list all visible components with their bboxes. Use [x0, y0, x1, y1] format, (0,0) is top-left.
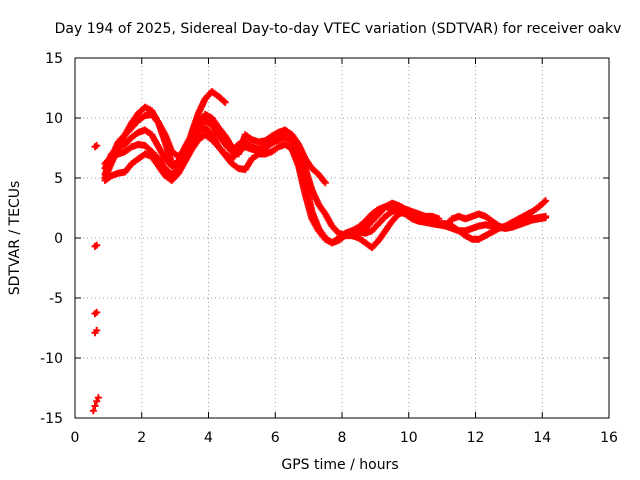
x-tick-label: 12 [467, 430, 485, 446]
x-tick-label: 14 [533, 430, 551, 446]
y-tick-labels: -15 -10 -5 0 5 10 15 [40, 51, 63, 427]
y-tick-label: 5 [54, 171, 63, 187]
x-tick-label: 0 [71, 430, 80, 446]
axis-ticks [74, 57, 610, 419]
data-point [91, 402, 99, 410]
y-tick-label: -15 [40, 411, 63, 427]
x-tick-label: 10 [400, 430, 418, 446]
x-tick-label: 4 [204, 430, 213, 446]
x-tick-label: 6 [271, 430, 280, 446]
y-tick-label: -5 [49, 291, 63, 307]
data-point [542, 197, 550, 205]
data-point [93, 308, 101, 316]
x-tick-label: 16 [600, 430, 618, 446]
chart-title: Day 194 of 2025, Sidereal Day-to-day VTE… [55, 21, 622, 37]
x-tick-label: 2 [137, 430, 146, 446]
data-point [94, 394, 102, 402]
y-tick-label: 15 [45, 51, 63, 67]
data-point [542, 214, 550, 222]
y-tick-label: 10 [45, 111, 63, 127]
data-point [93, 326, 101, 334]
data-points [89, 88, 550, 415]
x-axis-label: GPS time / hours [281, 457, 398, 473]
data-point [221, 98, 229, 106]
data-point [93, 241, 101, 249]
y-axis-label: SDTVAR / TECUs [7, 181, 23, 296]
data-point [93, 142, 101, 150]
y-tick-label: 0 [54, 231, 63, 247]
data-point [89, 407, 97, 415]
x-tick-label: 8 [338, 430, 347, 446]
data-point [93, 397, 101, 405]
data-point [321, 179, 329, 187]
x-tick-labels: 0 2 4 6 8 10 12 14 16 [71, 430, 618, 446]
y-tick-label: -10 [40, 351, 63, 367]
